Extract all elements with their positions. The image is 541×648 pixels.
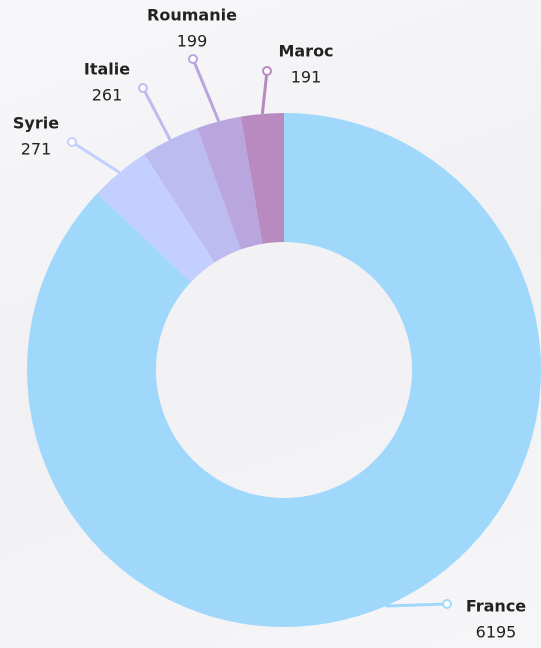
leader-dot <box>68 138 76 146</box>
slice-value: 199 <box>177 32 208 51</box>
leader-line <box>143 88 170 140</box>
slice-value: 261 <box>92 86 123 105</box>
leader-dot <box>139 84 147 92</box>
leader-dot <box>443 600 451 608</box>
leader-dot <box>263 67 271 75</box>
slice-label: Roumanie <box>147 6 237 25</box>
slice-label: France <box>466 597 526 616</box>
leader-line <box>386 604 447 606</box>
chart: France 6195 Syrie 271 Italie 261 Roumanie 199 Ma… <box>0 0 541 648</box>
slice-label: Syrie <box>13 114 59 133</box>
leader-line <box>193 59 219 121</box>
leader-line <box>262 71 267 114</box>
slice-value: 191 <box>291 68 322 87</box>
slice-label: Italie <box>84 60 130 79</box>
slice-label: Maroc <box>278 42 333 61</box>
slice-value: 6195 <box>476 623 517 642</box>
leader-dot <box>189 55 197 63</box>
slice-value: 271 <box>21 140 52 159</box>
leader-line <box>72 142 120 173</box>
